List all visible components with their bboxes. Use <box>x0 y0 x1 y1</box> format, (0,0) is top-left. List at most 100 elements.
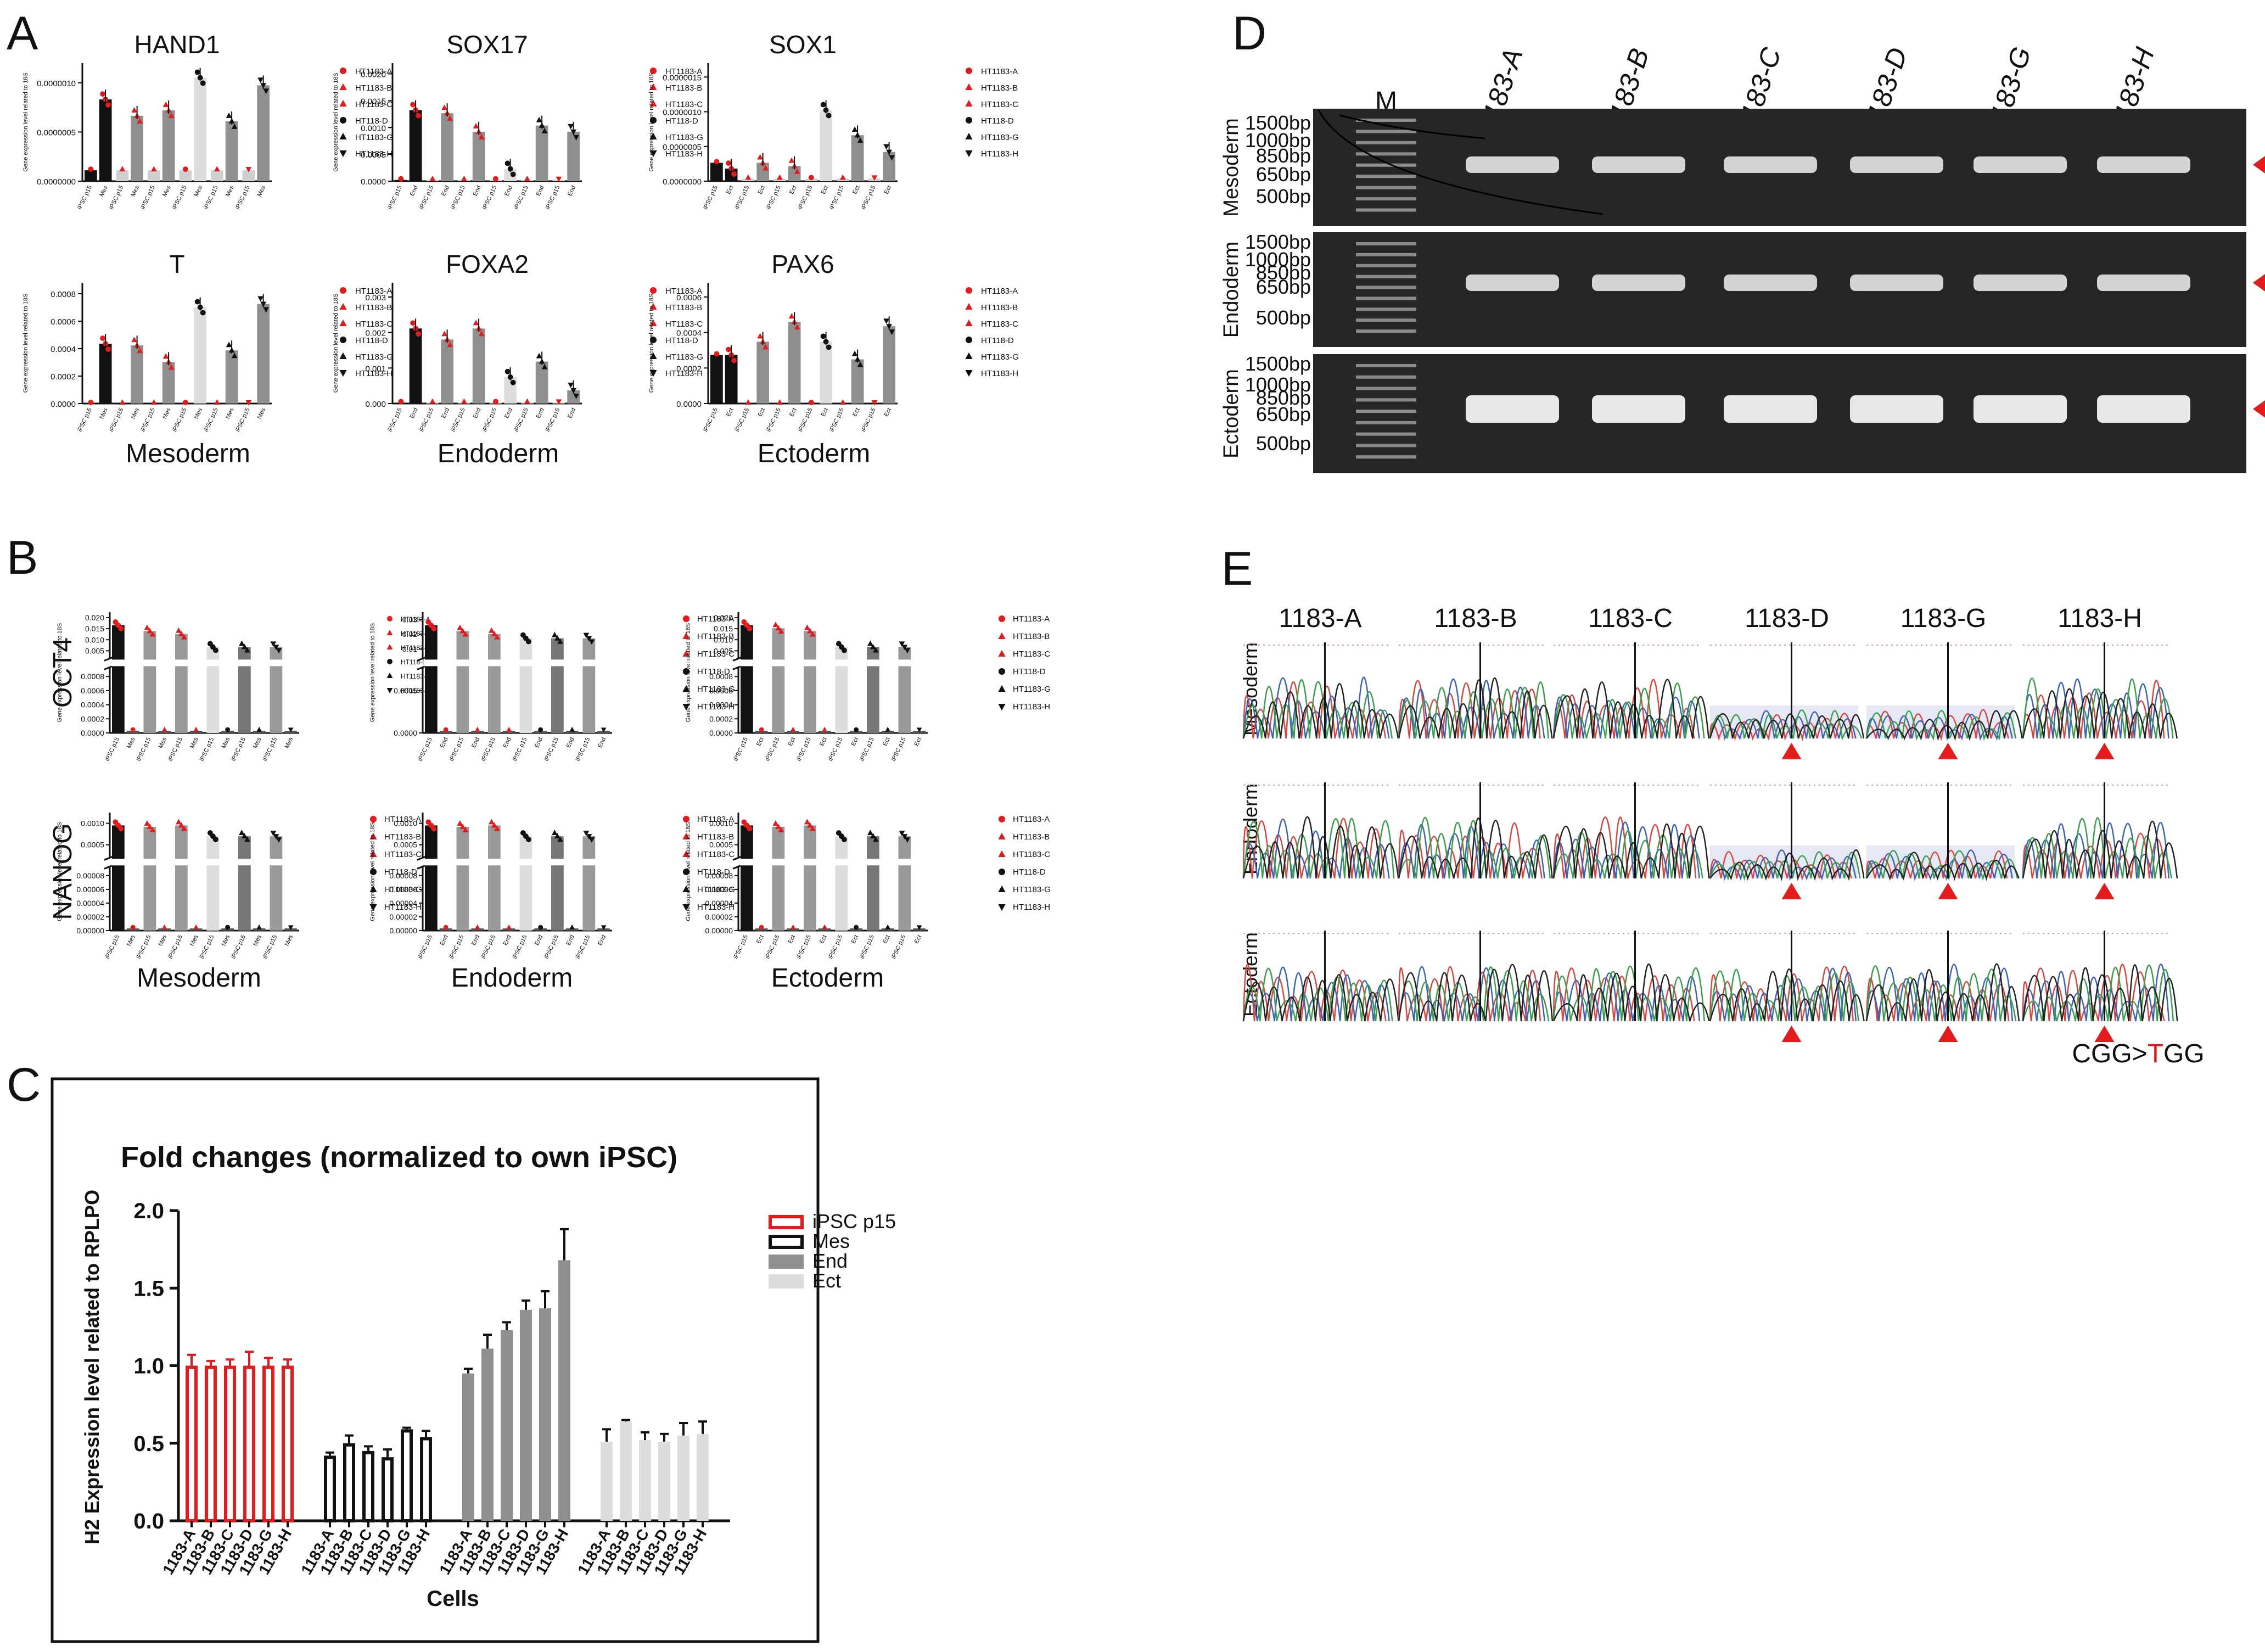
x-tick-label: iPSC p15 <box>417 934 434 960</box>
point-ipsc <box>586 834 592 839</box>
legend-marker <box>998 832 1006 839</box>
mini-chart-oct4-ect: 0.005 0.010 0.015 0.020 0.0000 0.0002 0.0004 0.… <box>685 612 1051 762</box>
bar-ipsc <box>112 825 125 931</box>
y-tick-label: 0.00000 <box>76 926 104 935</box>
y-tick-label: 0.00006 <box>76 885 104 894</box>
point-ipsc <box>144 624 150 630</box>
bar-diff <box>851 359 864 404</box>
x-tick-label: iPSC p15 <box>890 736 907 762</box>
point-diff <box>441 331 448 337</box>
point-diff <box>790 726 796 732</box>
ladder-band <box>1356 421 1416 424</box>
x-tick-label: iPSC p15 <box>702 407 719 433</box>
x-tick-label: Mes <box>193 407 204 420</box>
chromatogram <box>1709 931 1865 1042</box>
ladder-band <box>1356 455 1416 459</box>
legend-marker <box>339 116 347 124</box>
point-ipsc <box>270 831 277 836</box>
trace-blue <box>1552 972 1701 1022</box>
mutation-label: CGG>TGG <box>2072 1039 2204 1068</box>
point-ipsc <box>245 167 252 173</box>
legend-marker <box>369 815 377 823</box>
y-tick-label: 0.0005 <box>361 150 386 160</box>
y-tick-label: 0.0008 <box>81 672 104 681</box>
bar-break-gap <box>238 659 251 667</box>
legend-label: HT1183-H <box>665 369 703 378</box>
legend-marker <box>998 850 1006 857</box>
legend-label: HT1183-B <box>355 303 392 312</box>
point-diff <box>105 102 111 108</box>
panel-d-gel: M 1183-A 1183-B 1183-C 1183-D 1183-G 1183-HMes… <box>1220 43 2265 473</box>
x-tick-label: iPSC p15 <box>418 407 435 433</box>
chromatogram <box>2022 642 2178 759</box>
bar-ipsc <box>456 826 469 931</box>
bp-label: 500bp <box>1256 432 1311 455</box>
ladder-band <box>1356 329 1416 333</box>
x-tick-label: iPSC p15 <box>828 407 845 433</box>
legend-marker <box>998 885 1006 892</box>
bar <box>558 1260 570 1521</box>
point-diff <box>443 925 448 930</box>
y-tick-label: 0.0002 <box>51 372 76 382</box>
point-diff <box>601 925 607 931</box>
y-axis-label: Gene expression level related to 18S <box>333 72 339 171</box>
trace-green <box>1865 710 2016 741</box>
legend-label: Mes <box>812 1230 850 1252</box>
x-tick-label: iPSC p15 <box>76 407 93 433</box>
legend-label: HT1183-H <box>665 149 703 159</box>
bar-ipsc <box>773 178 786 181</box>
trace-black <box>2022 964 2178 1022</box>
legend-marker <box>682 704 690 711</box>
x-tick-label: Mes <box>221 736 232 749</box>
bar-break-gap <box>551 659 564 667</box>
legend-label: HT1183-A <box>355 287 392 296</box>
y-axis-label: Gene expression level related to 18S <box>369 822 376 921</box>
bar-diff <box>158 731 171 733</box>
bar-diff <box>131 115 143 181</box>
sample-label: 1183-C <box>1588 604 1673 633</box>
x-tick-label: Ect <box>818 934 828 944</box>
legend-marker <box>682 668 690 675</box>
x-tick-label: iPSC p15 <box>199 934 216 960</box>
legend-label: HT1183-G <box>981 133 1019 142</box>
trace-green <box>1709 851 1861 881</box>
y-tick-label: 0.0015 <box>361 97 386 106</box>
trace-blue <box>1242 819 1390 879</box>
bp-label: 1500bp <box>1245 231 1311 253</box>
x-tick-label: Mes <box>221 934 232 947</box>
pcr-band <box>2097 395 2190 423</box>
point-ipsc <box>214 399 220 405</box>
point-ipsc <box>429 398 436 404</box>
point-diff <box>130 925 136 930</box>
bar-ipsc <box>238 647 251 733</box>
mutation-marker <box>1781 743 1802 759</box>
mutation-marker <box>1938 743 1958 759</box>
legend-label: HT1183-A <box>1013 815 1050 824</box>
mini-chart-foxa2: FOXA2 0.000 0.001 0.002 0.003 Gene expression… <box>333 250 703 433</box>
trace-blue <box>1242 676 1390 739</box>
trace-red <box>2022 680 2165 739</box>
legend-label: HT1183-H <box>697 903 735 912</box>
x-tick-label: iPSC p15 <box>481 407 498 433</box>
point-ipsc <box>241 833 248 839</box>
panel-e-chromatograms: 1183-A 1183-B 1183-C 1183-D 1183-G 1183-HMeso… <box>1239 604 2205 1068</box>
x-tick-label: End <box>502 934 513 947</box>
x-tick-label: iPSC p15 <box>450 407 467 433</box>
y-axis-label: H2 Expression level related to RPLPO <box>81 1190 103 1544</box>
legend-marker <box>386 630 393 636</box>
point-ipsc <box>899 641 905 647</box>
point-ipsc <box>88 400 94 405</box>
point-diff <box>231 123 238 129</box>
bar-ipsc <box>116 170 129 181</box>
bar-diff <box>158 928 171 931</box>
point-ipsc <box>150 399 157 405</box>
point-ipsc <box>872 647 879 653</box>
trace-blue <box>1865 964 2014 1022</box>
ladder-band <box>1356 275 1416 278</box>
point-ipsc <box>273 645 279 651</box>
legend-label: HT1183-C <box>981 320 1018 329</box>
point-ipsc <box>841 837 847 843</box>
y-tick-label: 0.0020 <box>361 70 386 80</box>
pcr-band <box>1592 395 1685 423</box>
legend-label: HT1183-C <box>665 320 703 329</box>
